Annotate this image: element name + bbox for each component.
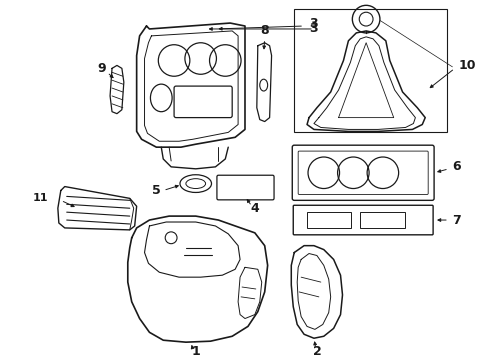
Text: 6: 6 (451, 160, 460, 174)
Text: 11: 11 (32, 193, 48, 203)
Text: 10: 10 (458, 59, 475, 72)
Text: 2: 2 (312, 345, 321, 357)
Bar (360, 212, 404, 228)
Text: 9: 9 (98, 62, 106, 75)
Text: 3: 3 (309, 22, 318, 36)
Text: 1: 1 (191, 345, 200, 357)
Text: 7: 7 (451, 213, 460, 226)
Text: 5: 5 (152, 184, 161, 197)
Text: 4: 4 (250, 202, 259, 215)
Bar (306, 212, 351, 228)
Text: 3: 3 (309, 17, 318, 30)
Text: 8: 8 (260, 24, 268, 37)
Bar (294, 9, 446, 132)
